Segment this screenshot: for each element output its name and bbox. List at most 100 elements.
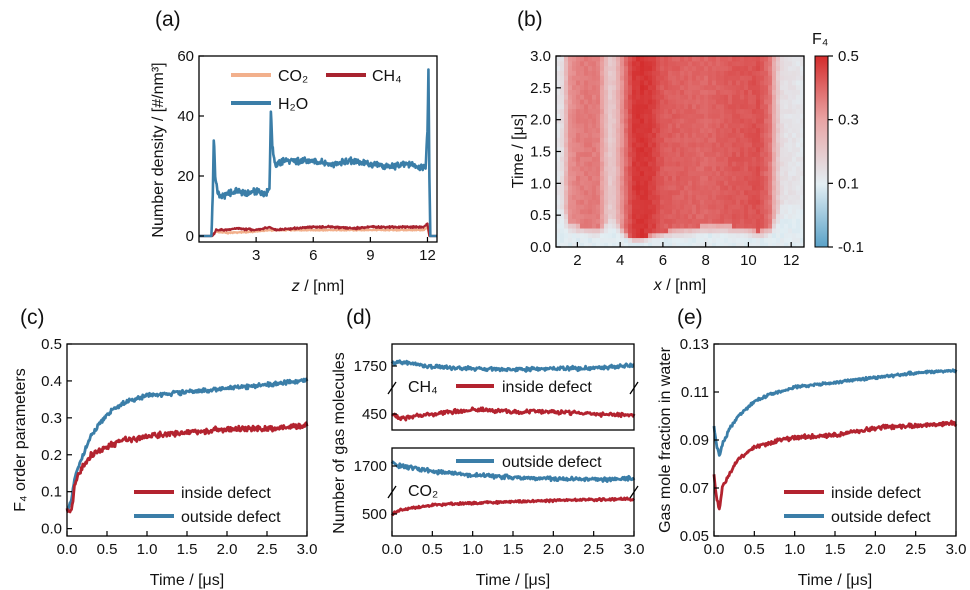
heatmap-cell [660,180,665,186]
heatmap-cell [580,70,585,76]
heatmap-cell [588,204,593,210]
heatmap-cell [600,194,605,200]
heatmap-cell [716,94,721,100]
heatmap-cell [588,180,593,186]
heatmap-cell [772,141,777,148]
heatmap-cell [744,232,749,239]
heatmap-cell [660,84,665,91]
heatmap-cell [576,199,581,205]
heatmap-cell [784,127,789,134]
heatmap-cell [696,94,701,100]
heatmap-cell [748,127,753,134]
heatmap-cell [772,227,777,234]
heatmap-cell [688,60,693,67]
heatmap-cell [748,84,753,91]
heatmap-cell [576,137,581,143]
panel-b-ylabel: Time / [μs] [510,114,527,188]
heatmap-cell [592,146,597,153]
x-tick-label: 1.0 [137,541,158,558]
heatmap-cell [640,84,645,91]
heatmap-cell [756,237,761,243]
heatmap-cell [708,204,713,210]
colorbar-title: F₄ [812,31,828,48]
heatmap-cell [760,204,765,210]
heatmap-cell [796,194,801,200]
heatmap-cell [764,132,769,138]
heatmap-cell [564,98,569,105]
heatmap-cell [700,103,705,110]
heatmap-cell [632,165,637,172]
heatmap-cell [712,89,717,95]
heatmap-cell [796,175,801,181]
heatmap-cell [764,84,769,91]
heatmap-cell [744,132,749,138]
heatmap-cell [620,98,625,105]
heatmap-cell [592,103,597,110]
heatmap-cell [720,137,725,143]
heatmap-cell [556,218,561,224]
heatmap-cell [604,79,609,86]
heatmap-cell [684,194,689,200]
heatmap-cell [664,213,669,219]
heatmap-cell [740,98,745,105]
heatmap-cell [684,84,689,91]
heatmap-cell [572,113,577,119]
heatmap-cell [720,141,725,148]
heatmap-cell [788,137,793,143]
heatmap-cell [724,118,729,124]
heatmap-cell [632,122,637,129]
heatmap-cell [704,175,709,181]
heatmap-cell [772,204,777,210]
heatmap-cell [712,98,717,105]
heatmap-cell [724,175,729,181]
heatmap-cell [724,199,729,205]
heatmap-cell [556,227,561,234]
heatmap-cell [672,122,677,129]
heatmap-cell [668,213,673,219]
heatmap-cell [752,60,757,67]
heatmap-cell [748,89,753,95]
heatmap-cell [636,113,641,119]
heatmap-cell [784,227,789,234]
heatmap-cell [688,132,693,138]
heatmap-cell [660,170,665,176]
heatmap-cell [672,84,677,91]
heatmap-cell [756,108,761,114]
heatmap-cell [652,65,657,71]
heatmap-cell [784,184,789,191]
heatmap-cell [796,137,801,143]
heatmap-cell [784,218,789,224]
heatmap-cell [556,118,561,124]
heatmap-cell [720,170,725,176]
heatmap-cell [608,151,613,157]
heatmap-cell [568,227,573,234]
heatmap-cell [652,56,657,62]
heatmap-cell [796,170,801,176]
heatmap-cell [648,65,653,71]
heatmap-cell [656,194,661,200]
heatmap-cell [584,223,589,229]
heatmap-cell [568,65,573,71]
heatmap-cell [760,242,765,248]
heatmap-cell [716,161,721,167]
heatmap-cell [768,75,773,81]
heatmap-cell [572,237,577,243]
heatmap-cell [656,242,661,248]
heatmap-cell [600,199,605,205]
heatmap-cell [672,141,677,148]
heatmap-cell [624,204,629,210]
heatmap-cell [780,84,785,91]
heatmap-cell [752,232,757,239]
heatmap-cell [660,141,665,148]
heatmap-cell [776,132,781,138]
heatmap-cell [756,113,761,119]
heatmap-cell [788,113,793,119]
heatmap-cell [628,75,633,81]
heatmap-cell [568,70,573,76]
heatmap-cell [660,223,665,229]
heatmap-cell [624,189,629,196]
heatmap-cell [704,132,709,138]
heatmap-cell [748,75,753,81]
heatmap-cell [764,199,769,205]
heatmap-cell [692,199,697,205]
